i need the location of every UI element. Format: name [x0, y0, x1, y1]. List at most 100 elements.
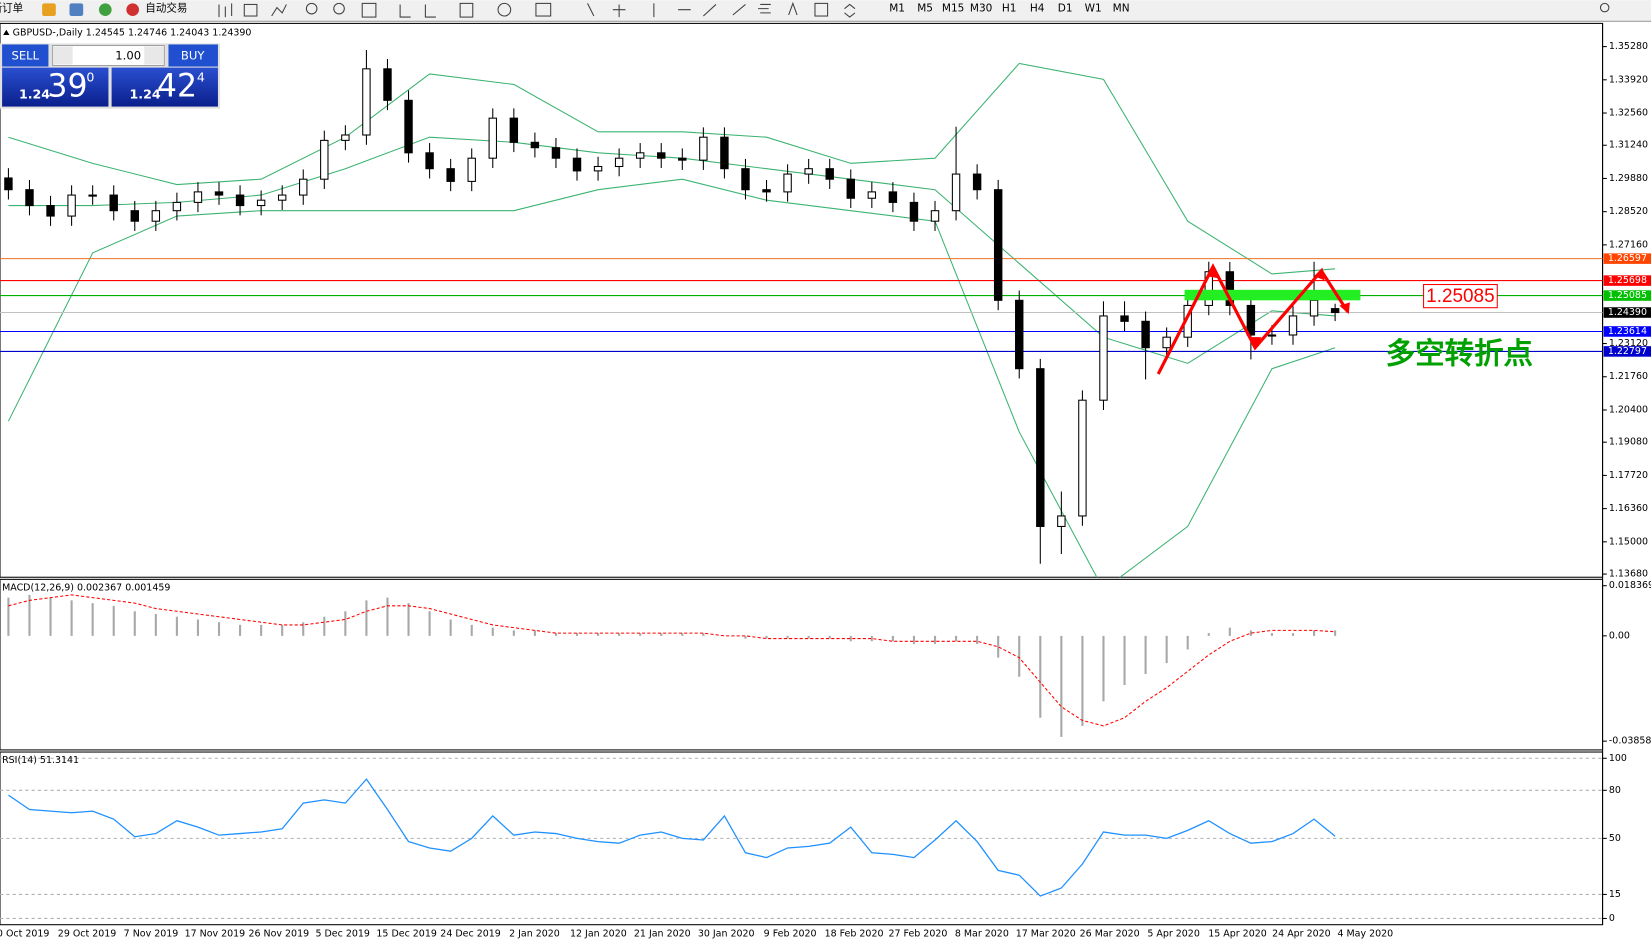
icon[interactable]: [814, 2, 829, 17]
timeframe-button[interactable]: H4: [1030, 3, 1045, 15]
candle-body: [888, 191, 898, 203]
y-tick-label: 50: [1609, 833, 1621, 844]
timeframe-button[interactable]: D1: [1058, 3, 1073, 15]
candle-body: [909, 201, 919, 222]
icon[interactable]: [497, 2, 512, 17]
icon[interactable]: [535, 2, 552, 17]
price-label-bg: [1603, 290, 1651, 301]
buy-price-pips: 42: [157, 69, 197, 105]
icon[interactable]: [424, 4, 436, 18]
main-plot: [0, 50, 1603, 578]
icon[interactable]: [271, 4, 287, 17]
x-tick-label: 29 Oct 2019: [58, 929, 117, 940]
y-tick-label: 0: [1609, 913, 1615, 924]
y-tick-label: 1.31240: [1609, 140, 1648, 151]
icon[interactable]: [218, 3, 233, 18]
new-order-button[interactable]: 新订单: [0, 2, 23, 15]
macd-signal: [8, 594, 1336, 727]
macd-plot: [7, 594, 1337, 737]
buy-button[interactable]: [168, 44, 218, 67]
buy-label[interactable]: BUY: [181, 49, 205, 63]
y-tick-label: 1.13680: [1609, 569, 1648, 580]
candle-body: [509, 117, 519, 143]
candle-body: [488, 117, 497, 159]
icon[interactable]: [459, 2, 474, 18]
buy-price-big: 1.24: [130, 86, 161, 101]
icon[interactable]: [69, 3, 84, 17]
timeframe-button[interactable]: W1: [1085, 3, 1102, 15]
x-tick-label: 21 Jan 2020: [634, 929, 691, 940]
y-tick-label: 1.29880: [1609, 173, 1648, 184]
price-label-bg: [1603, 307, 1651, 318]
candle-body: [699, 136, 708, 161]
x-tick-label: 24 Apr 2020: [1272, 929, 1331, 940]
lot-down[interactable]: [53, 46, 73, 65]
autotrade-button[interactable]: 自动交易: [145, 2, 187, 15]
buy-price-box[interactable]: [111, 67, 218, 107]
rsi-title: RSI(14) 51.3141: [2, 755, 79, 766]
sell-price-box[interactable]: [2, 67, 109, 107]
sell-price-pips: 39: [47, 69, 87, 105]
timeframe-button[interactable]: MN: [1113, 3, 1130, 15]
x-tick-label: 12 Jan 2020: [570, 929, 627, 940]
candle-body: [25, 189, 34, 207]
timeframe-button[interactable]: M30: [970, 3, 992, 15]
timeframe-button[interactable]: M15: [942, 3, 964, 15]
title-marker: [3, 29, 10, 35]
icon[interactable]: [361, 2, 377, 18]
candle-body: [930, 210, 940, 222]
candle-body: [277, 194, 287, 201]
price-label: 1.24390: [1608, 307, 1647, 318]
icon[interactable]: [399, 4, 411, 18]
lot-value[interactable]: 1.00: [115, 49, 141, 63]
price-label: 1.22797: [1608, 346, 1647, 357]
x-tick-label: 9 Feb 2020: [764, 929, 817, 940]
candle-body: [1141, 320, 1150, 349]
candle-body: [383, 68, 392, 101]
lot-input[interactable]: [52, 44, 165, 67]
candle-body: [341, 134, 350, 141]
y-tick-label: 100: [1609, 753, 1627, 764]
x-tick-label: 7 Nov 2019: [124, 929, 179, 940]
icon[interactable]: [333, 2, 345, 15]
icon[interactable]: [98, 3, 112, 17]
icon[interactable]: [844, 3, 856, 18]
x-tick-label: 18 Feb 2020: [825, 929, 884, 940]
timeframe-button[interactable]: M1: [889, 3, 905, 15]
x-tick-label: 0 Oct 2019: [0, 929, 49, 940]
timeframe-button[interactable]: H1: [1002, 3, 1017, 15]
icon[interactable]: [587, 3, 771, 18]
price-label: 1.25085: [1608, 290, 1647, 301]
candle-body: [299, 178, 308, 196]
x-tick-label: 17 Mar 2020: [1016, 929, 1076, 940]
sell-button[interactable]: [2, 44, 49, 67]
sell-price-point: 0: [86, 70, 94, 85]
candle-body: [972, 173, 982, 191]
timeframe-button[interactable]: M5: [917, 3, 933, 15]
candle-body: [657, 152, 666, 159]
icon[interactable]: [305, 2, 318, 15]
autotrade-icon[interactable]: [126, 3, 139, 17]
icon[interactable]: [788, 1, 798, 16]
candle-body: [109, 194, 118, 212]
lot-up[interactable]: [144, 46, 164, 65]
annotation-box: [1423, 283, 1498, 309]
axes: 1.35280 1.33920 1.32560 1.31240 1.29880 1.285…: [0, 41, 1651, 940]
x-tick-label: 5 Apr 2020: [1147, 929, 1200, 940]
macd-panel: [0, 578, 1604, 751]
candle-body: [1309, 299, 1319, 317]
y-tick-label: -0.038585: [1609, 736, 1651, 747]
icon[interactable]: [42, 3, 56, 17]
y-tick-label: 1.15000: [1609, 536, 1648, 547]
y-tick-label: 1.16360: [1609, 503, 1648, 514]
search-icon[interactable]: [1599, 2, 1610, 13]
icon[interactable]: [243, 3, 258, 17]
x-tick-label: 5 Dec 2019: [315, 929, 369, 940]
candle-body: [235, 194, 245, 207]
candle-body: [867, 191, 877, 199]
price-label: 1.23614: [1608, 326, 1647, 337]
sell-label[interactable]: SELL: [11, 49, 39, 63]
zone-highlight: [1184, 289, 1361, 301]
bollinger-lower: [7, 178, 1336, 578]
